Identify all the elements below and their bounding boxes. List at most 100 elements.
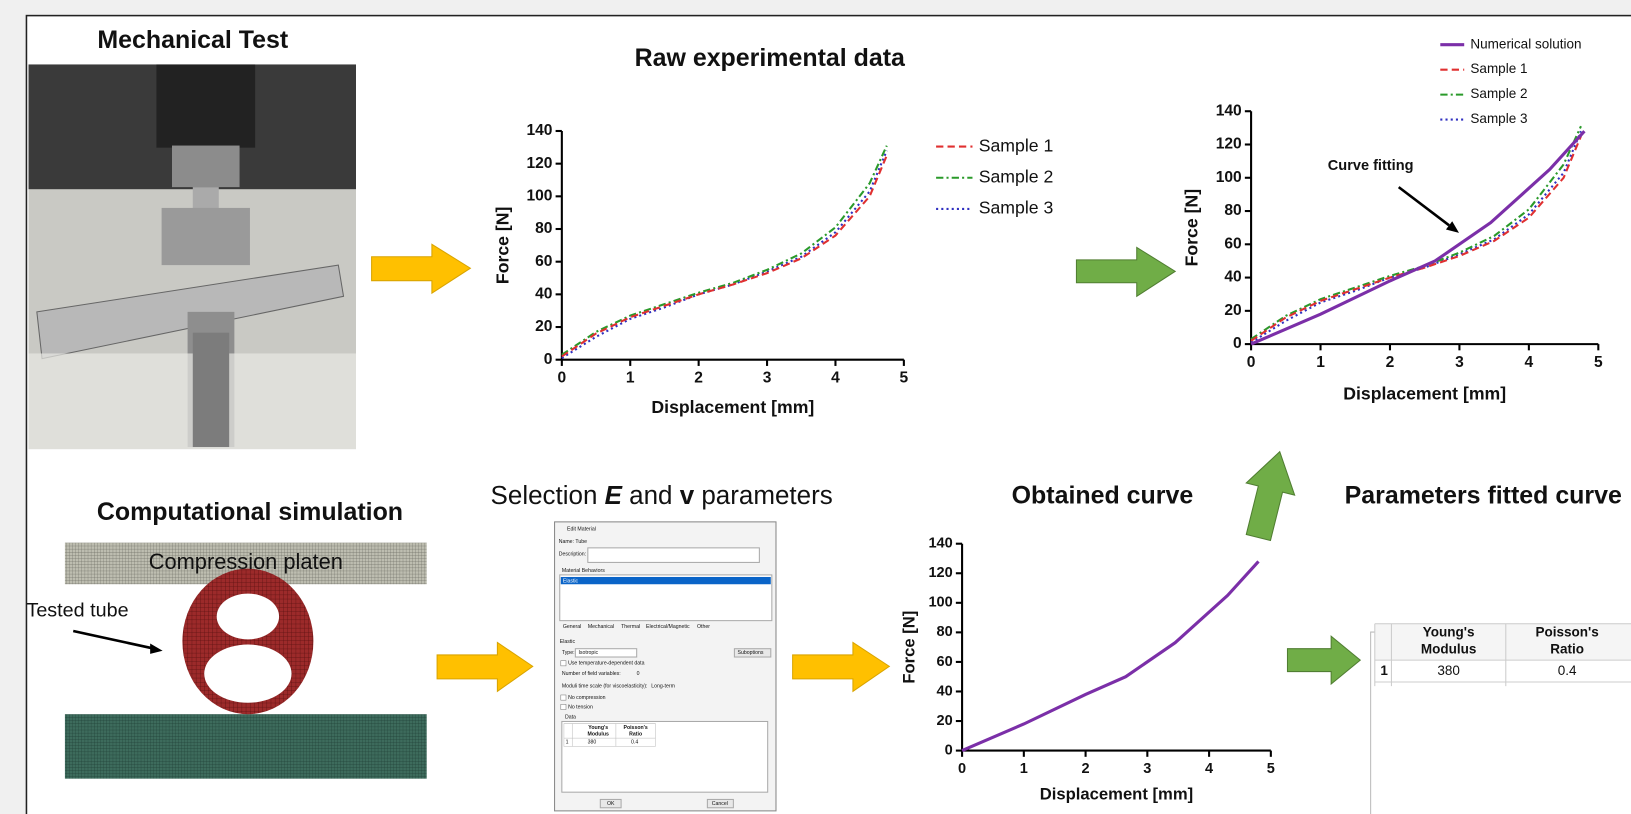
y-tick-label: 140 [928, 536, 952, 552]
legend-label: Sample 1 [1470, 61, 1527, 76]
table-cell: 380 [1437, 663, 1460, 678]
dropdown-value: Long-term [651, 684, 675, 690]
checkbox [561, 695, 566, 700]
cloth [29, 353, 356, 449]
y-tick-label: 140 [526, 122, 552, 139]
x-tick-label: 0 [558, 370, 567, 387]
y-tick-label: 120 [1216, 136, 1242, 153]
legend-label: Sample 3 [979, 198, 1054, 218]
tab: Thermal [621, 624, 640, 630]
dropdown-value: Isotropic [578, 650, 598, 656]
machine-head [156, 64, 255, 147]
simulation-title: Computational simulation [97, 498, 403, 526]
x-tick-label: 3 [1143, 761, 1151, 777]
x-tick-label: 2 [1082, 761, 1090, 777]
button-label: Cancel [712, 801, 728, 807]
tube-hole [204, 645, 291, 703]
tube-label: Tested tube [26, 599, 128, 621]
checkbox [561, 704, 566, 709]
x-tick-label: 1 [626, 370, 635, 387]
table-header: Modulus [1421, 641, 1477, 656]
field-label: Moduli time scale (for viscoelasticity): [562, 684, 648, 690]
table-header: Young's [1423, 625, 1475, 640]
y-tick-label: 80 [535, 220, 553, 237]
y-tick-label: 20 [1224, 302, 1242, 319]
input [588, 548, 760, 563]
y-tick-label: 100 [526, 187, 552, 204]
field-label: Name: Tube [559, 539, 587, 545]
button-label: Suboptions [738, 650, 764, 656]
checkbox-label: Use temperature-dependent data [568, 661, 645, 667]
checkbox [561, 661, 566, 666]
x-tick-label: 2 [694, 370, 703, 387]
y-tick-label: 120 [526, 155, 552, 172]
y-tick-label: 80 [1224, 202, 1242, 219]
list-item: Elastic [563, 579, 579, 585]
y-tick-label: 0 [544, 351, 553, 368]
chart-title: Obtained curve [1012, 482, 1194, 510]
x-tick-label: 1 [1020, 761, 1028, 777]
x-tick-label: 3 [1455, 354, 1464, 371]
tab: Other [697, 624, 710, 630]
mechanical-test-title: Mechanical Test [97, 26, 288, 54]
table-cell: 0.4 [631, 740, 638, 746]
table-cell: 1 [566, 740, 569, 746]
machine-cyl [172, 146, 240, 188]
button-label: OK [607, 801, 615, 807]
dialog-title: Edit Material [567, 527, 596, 533]
y-tick-label: 100 [928, 595, 952, 611]
table-header: Ratio [1550, 641, 1584, 656]
title-part: Selection [491, 480, 605, 510]
x-tick-label: 4 [1525, 354, 1534, 371]
y-tick-label: 120 [928, 565, 952, 581]
list-selection [561, 577, 771, 584]
y-tick-label: 0 [1233, 335, 1242, 352]
table-cell: 1 [1380, 663, 1388, 678]
y-tick-label: 40 [1224, 269, 1242, 286]
post [193, 333, 229, 447]
title-part: v [680, 480, 695, 510]
y-tick-label: 80 [937, 624, 953, 640]
page: { "figure": { "mechanical_test_title": "… [0, 0, 1631, 814]
section-label: Elastic [560, 639, 576, 645]
x-tick-label: 5 [900, 370, 909, 387]
field-label: Number of field variables: [562, 671, 621, 677]
y-tick-label: 140 [1216, 102, 1242, 119]
group-label: Data [565, 715, 576, 721]
tab: Mechanical [588, 624, 614, 630]
legend-label: Numerical solution [1470, 36, 1581, 51]
y-tick-label: 100 [1216, 169, 1242, 186]
title-part: E [605, 480, 623, 510]
chart-title: Raw experimental data [635, 44, 906, 72]
x-tick-label: 0 [1247, 354, 1256, 371]
table-header: Poisson's [624, 725, 648, 731]
parameters-title: Parameters fitted curve [1345, 482, 1622, 510]
y-tick-label: 60 [1224, 235, 1242, 252]
tube-hole [217, 594, 279, 640]
legend-label: Sample 2 [979, 166, 1054, 186]
x-axis-label: Displacement [mm] [1040, 785, 1193, 804]
y-tick-label: 60 [535, 253, 553, 270]
field-label: Description: [559, 551, 586, 557]
y-tick-label: 20 [937, 713, 953, 729]
y-tick-label: 20 [535, 318, 553, 335]
checkbox-label: No compression [568, 695, 606, 701]
table-header: Young's [588, 725, 608, 731]
x-tick-label: 4 [831, 370, 840, 387]
x-tick-label: 4 [1205, 761, 1214, 777]
figure: Mechanical Test Computational simulation… [0, 0, 1631, 814]
legend-label: Sample 3 [1470, 111, 1527, 126]
title-part: parameters [694, 480, 833, 510]
x-axis-label: Displacement [mm] [1343, 384, 1506, 404]
legend-label: Sample 2 [1470, 86, 1527, 101]
x-tick-label: 5 [1267, 761, 1275, 777]
lower-plate [65, 714, 427, 778]
x-axis-label: Displacement [mm] [651, 397, 814, 417]
x-tick-label: 3 [763, 370, 772, 387]
platen-label: Compression platen [149, 549, 343, 574]
y-tick-label: 40 [535, 285, 553, 302]
table-cell: 380 [588, 740, 597, 746]
tab: Electrical/Magnetic [646, 624, 690, 630]
y-axis-label: Force [N] [492, 207, 512, 284]
x-tick-label: 2 [1386, 354, 1395, 371]
